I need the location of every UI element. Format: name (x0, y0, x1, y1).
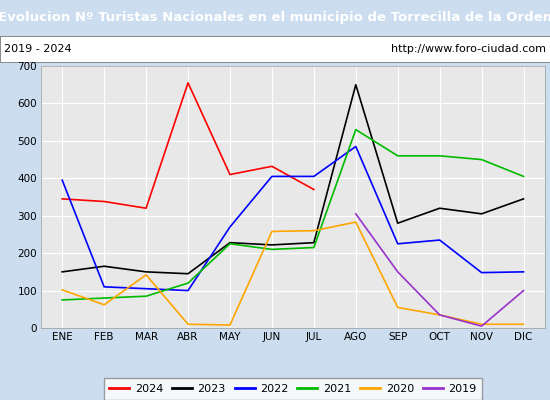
Legend: 2024, 2023, 2022, 2021, 2020, 2019: 2024, 2023, 2022, 2021, 2020, 2019 (103, 378, 482, 400)
Text: Evolucion Nº Turistas Nacionales en el municipio de Torrecilla de la Orden: Evolucion Nº Turistas Nacionales en el m… (0, 12, 550, 24)
Text: http://www.foro-ciudad.com: http://www.foro-ciudad.com (390, 44, 546, 54)
Text: 2019 - 2024: 2019 - 2024 (4, 44, 72, 54)
